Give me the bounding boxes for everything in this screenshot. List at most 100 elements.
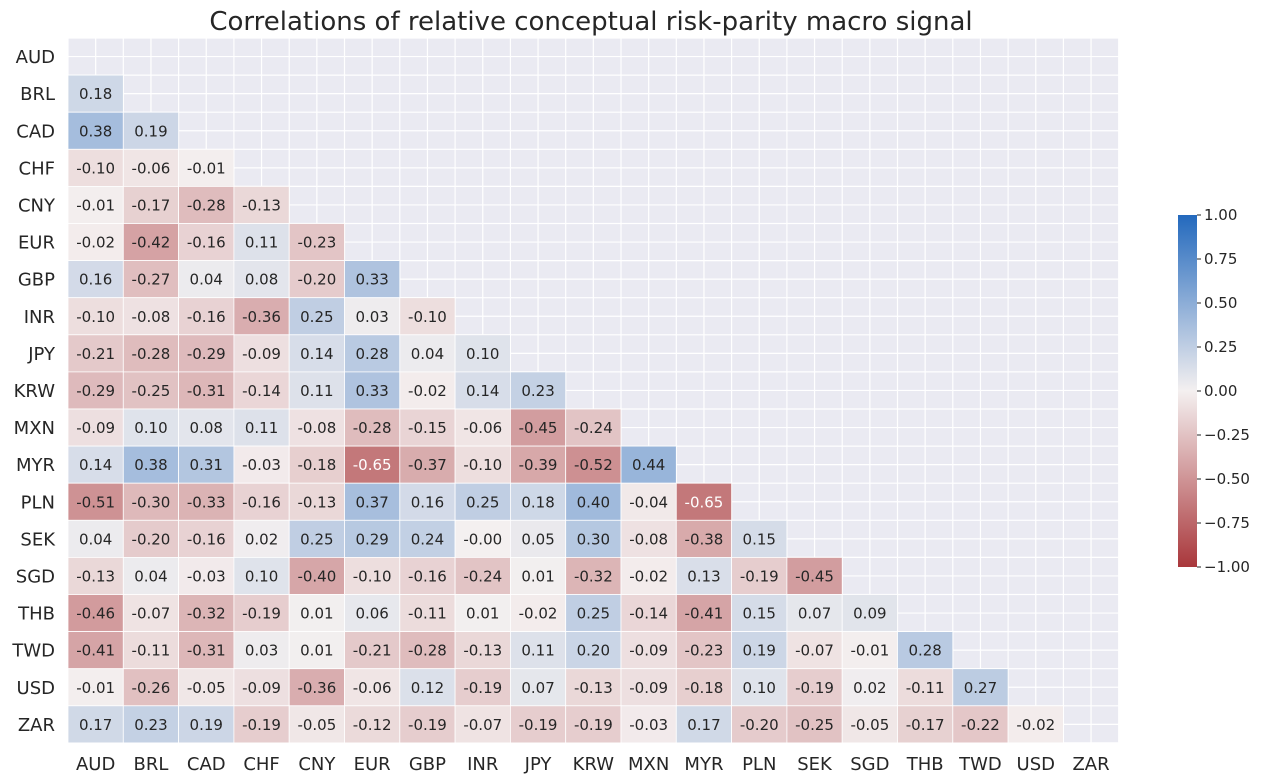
cell-value-label: 0.31 [190,456,223,474]
cell-value-label: 0.18 [79,85,112,103]
heatmap-cell [67,297,124,336]
heatmap-cell [731,705,788,744]
heatmap-cell [731,668,788,707]
y-tick-label: JPY [27,344,56,365]
cell-value-label: -0.17 [906,716,945,734]
heatmap-cell [675,705,732,744]
x-tick-label: TWD [958,754,1002,775]
y-tick-label: THB [17,604,55,625]
cell-value-label: -0.02 [1016,716,1055,734]
heatmap-cell [565,519,622,558]
heatmap-cell [67,445,124,484]
cell-value-label: 0.16 [79,271,112,289]
cell-value-label: -0.33 [187,493,226,511]
heatmap-cell [344,334,401,373]
cell-value-label: 0.11 [300,382,333,400]
heatmap-cell [509,408,567,447]
cell-value-label: 0.14 [79,456,112,474]
cell-value-label: 0.25 [300,530,333,548]
cell-value-label: 0.38 [134,456,167,474]
cell-value-label: -0.10 [76,308,115,326]
cell-value-label: -0.16 [408,567,447,585]
heatmap-cell [178,408,235,447]
heatmap-cell [67,557,124,595]
cell-value-label: -0.25 [795,716,834,734]
heatmap-cell [786,594,843,632]
heatmap-cell [122,594,180,632]
x-tick-label: MYR [684,754,723,775]
cell-value-label: -0.23 [685,642,724,660]
heatmap-cell [454,334,511,373]
y-tick-label: EUR [18,233,55,254]
cell-value-label: -0.45 [795,567,834,585]
cell-value-label: -0.02 [76,234,115,252]
cell-value-label: 0.15 [743,605,776,623]
cell-value-label: -0.39 [519,456,558,474]
heatmap-cell [620,631,677,670]
heatmap-cell [565,631,622,670]
heatmap-cell [122,705,180,744]
x-tick-label: INR [467,754,498,775]
cell-value-label: -0.09 [76,419,115,437]
cell-value-label: -0.32 [574,567,613,585]
cell-value-label: -0.26 [132,679,171,697]
heatmap-cell [399,705,456,744]
heatmap-cell [731,631,788,670]
cell-value-label: -0.16 [187,530,226,548]
cell-value-label: -0.24 [574,419,613,437]
x-tick-label: PLN [742,754,776,775]
cell-value-label: -0.20 [297,271,336,289]
cell-value-label: 0.03 [355,308,388,326]
cell-value-label: -0.02 [519,605,558,623]
cell-value-label: -0.28 [132,345,171,363]
cell-value-label: 0.12 [411,679,444,697]
colorbar-tick-label: 0.25 [1204,338,1237,356]
heatmap-cell [178,557,235,595]
colorbar-tick-label: 0.50 [1204,294,1237,312]
cell-value-label: -0.28 [353,419,392,437]
cell-value-label: 0.13 [687,567,720,585]
x-tick-label: SEK [797,754,833,775]
heatmap-cell [233,482,290,521]
heatmap-cell [178,705,235,744]
x-tick-label: USD [1017,754,1055,775]
cell-value-label: -0.21 [76,345,115,363]
cell-value-label: 0.01 [300,642,333,660]
heatmap-cell [731,519,788,558]
heatmap-cell [675,668,732,707]
heatmap-cell [454,445,511,484]
cell-value-label: 0.08 [190,419,223,437]
heatmap-cell [454,594,511,632]
heatmap-cell [897,705,954,744]
cell-value-label: -0.23 [297,234,336,252]
heatmap-cell [841,668,898,707]
heatmap-cell [399,594,456,632]
heatmap-cell [233,705,290,744]
cell-value-label: 0.04 [134,567,167,585]
cell-value-label: 0.25 [577,605,610,623]
x-tick-label: CNY [298,754,336,775]
colorbar-tick-label: 1.00 [1204,206,1237,224]
cell-value-label: -0.14 [629,605,668,623]
heatmap-cell [67,705,124,744]
cell-value-label: 0.23 [134,716,167,734]
heatmap-cell [122,148,180,187]
colorbar-tick-label: 0.00 [1204,382,1237,400]
cell-value-label: -0.05 [187,679,226,697]
cell-value-label: 0.24 [411,530,444,548]
heatmap-cell [344,519,401,558]
heatmap-cell [178,594,235,632]
colorbar-tick-label: −0.50 [1204,470,1250,488]
heatmap-cell [675,594,732,632]
heatmap-cell [233,223,290,261]
colorbar-gradient [1178,215,1197,567]
y-tick-label: MYR [16,455,55,476]
heatmap-cell [67,519,124,558]
heatmap-cell [786,631,843,670]
x-tick-label: BRL [134,754,169,775]
cell-value-label: 0.10 [743,679,776,697]
cell-value-label: -0.20 [132,530,171,548]
heatmap-cell [288,668,345,707]
cell-value-label: -0.03 [187,567,226,585]
heatmap-cell [565,482,622,521]
